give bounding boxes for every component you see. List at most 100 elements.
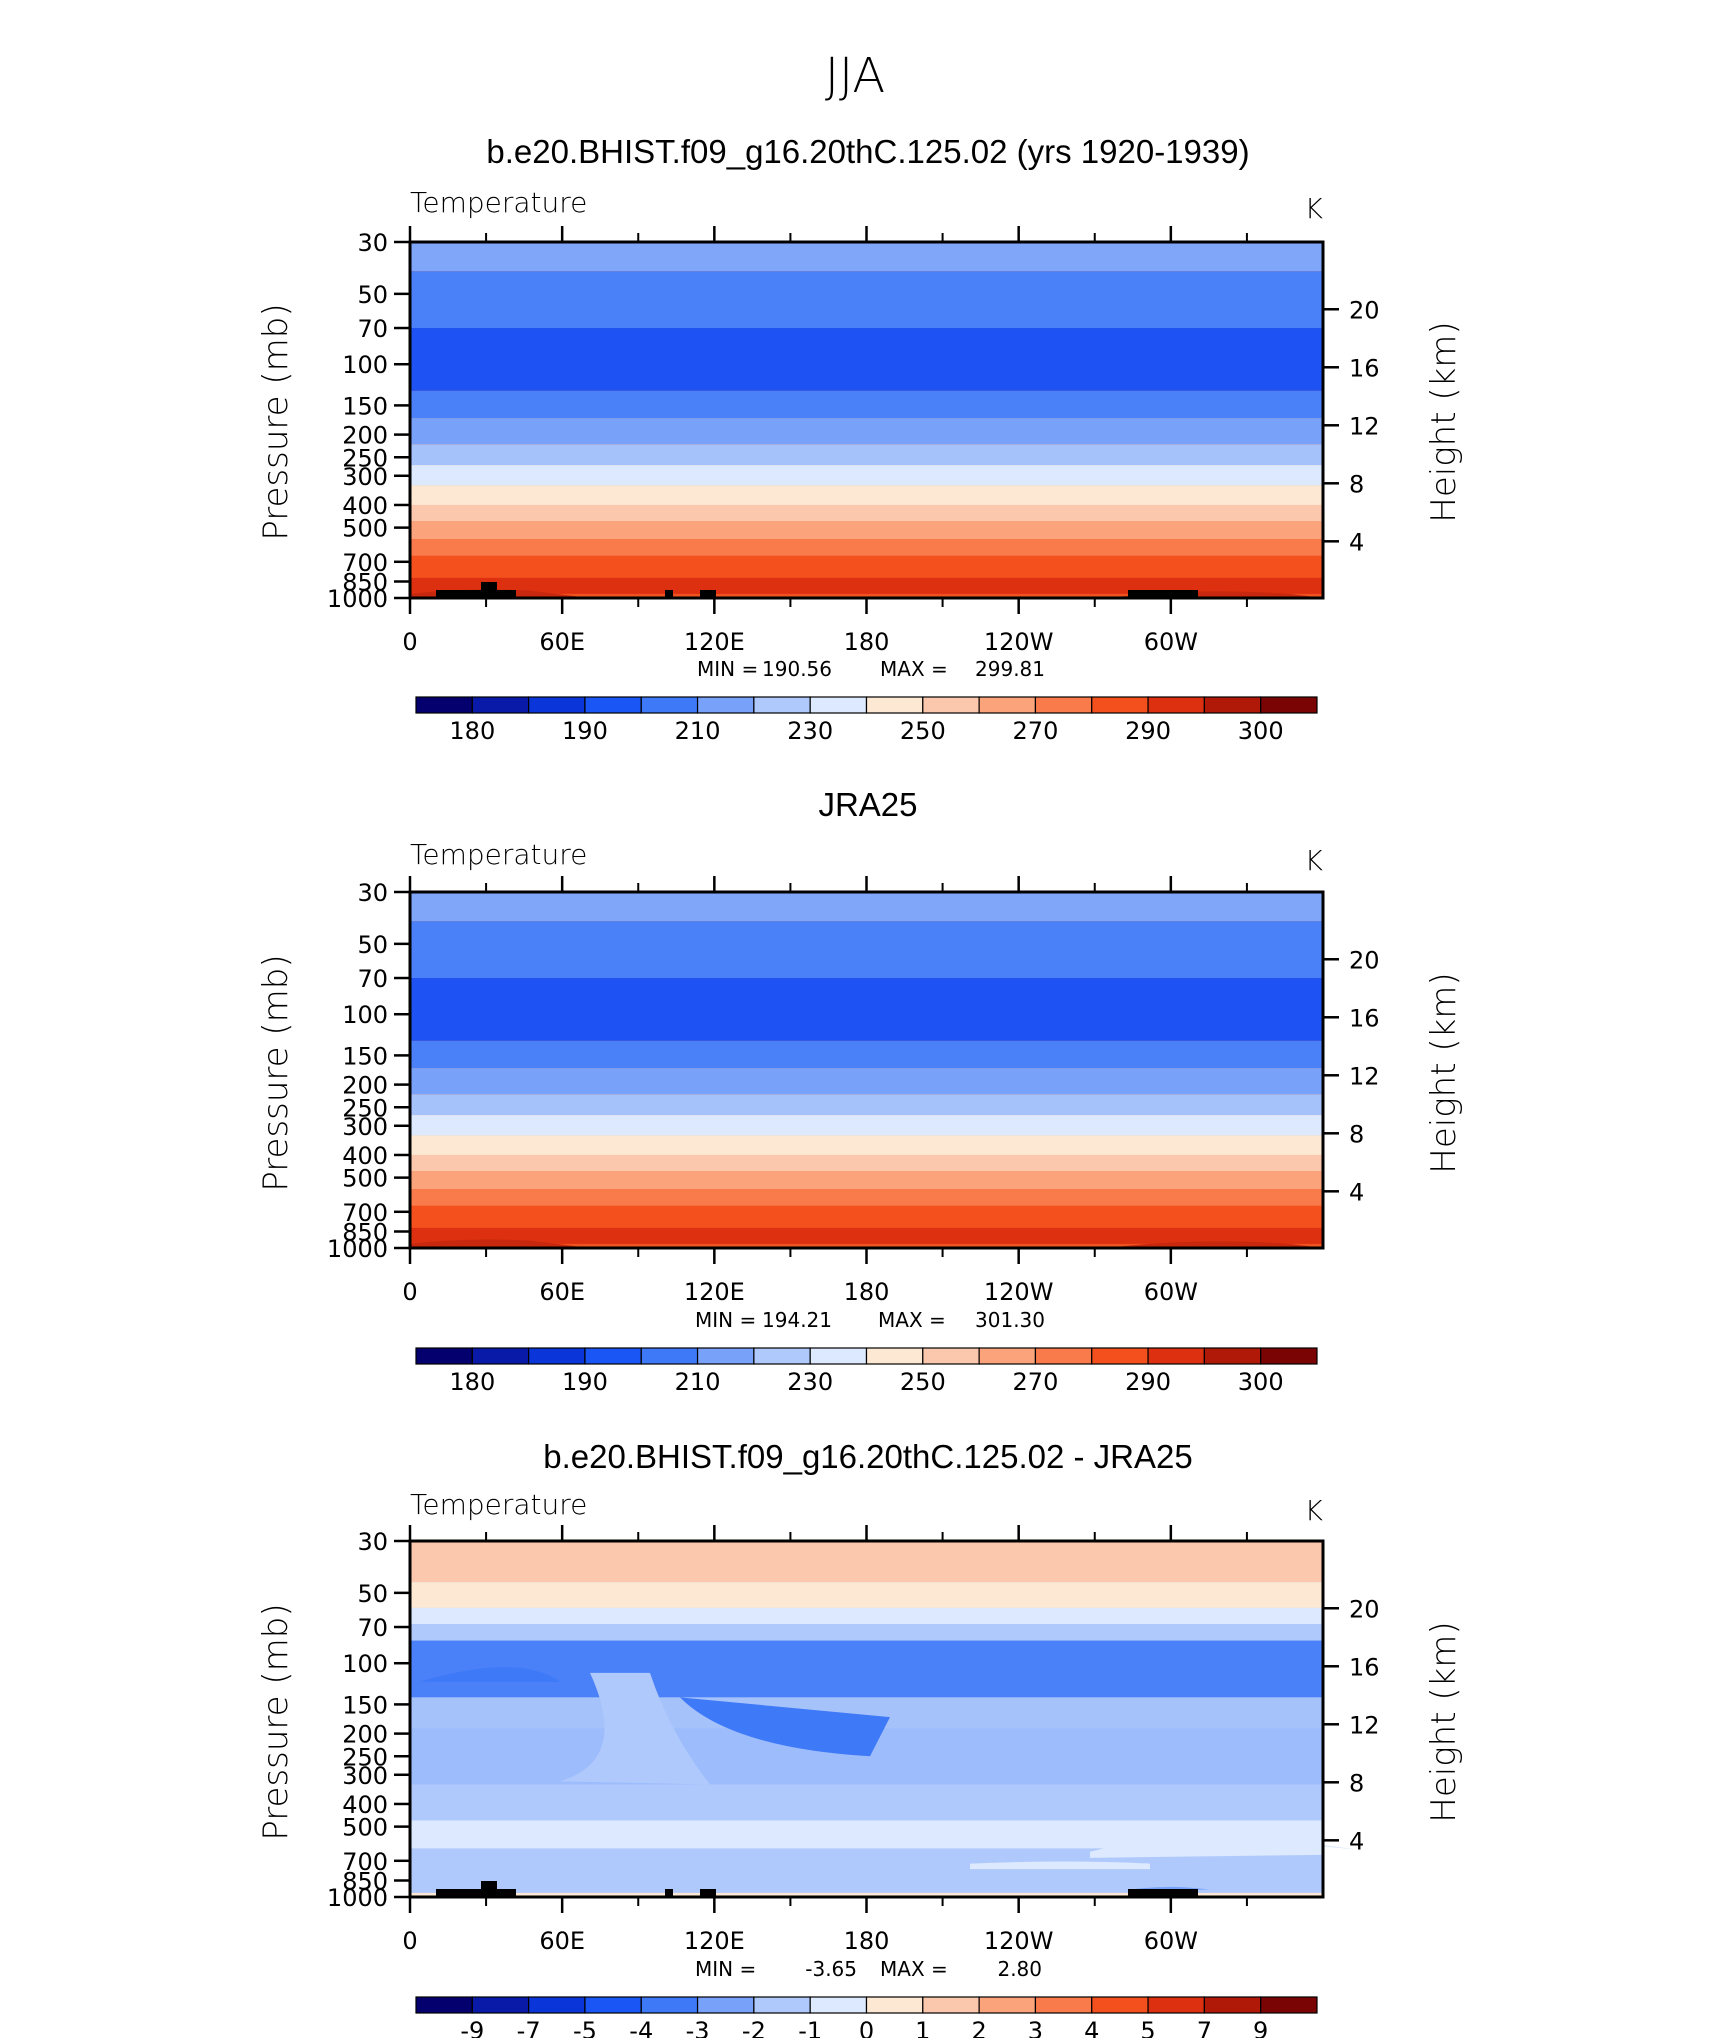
colorbar-label: 0 (859, 2017, 874, 2038)
x-tick-label: 120E (684, 1278, 745, 1306)
y-tick-label: 200 (342, 1072, 388, 1100)
colorbar-label: 190 (562, 717, 608, 745)
contour-band (410, 1640, 1323, 1698)
y-tick-label: 50 (357, 281, 388, 309)
colorbar-label: 290 (1125, 717, 1171, 745)
y-tick-label: 150 (342, 1691, 388, 1719)
y-tick-label: 70 (357, 315, 388, 343)
colorbar-label: -9 (460, 2017, 484, 2038)
y-tick-label: 500 (342, 1165, 388, 1193)
y-right-tick-label: 20 (1349, 946, 1380, 974)
y-tick-label: 200 (342, 1721, 388, 1749)
colorbar-label: 270 (1013, 1368, 1059, 1396)
contour-band (410, 539, 1323, 556)
y-right-tick-label: 16 (1349, 1004, 1380, 1032)
y-tick-label: 150 (342, 392, 388, 420)
y-tick-label: 1000 (327, 1884, 388, 1912)
panel-1-units-label: K (1305, 192, 1324, 225)
contour-band (410, 1068, 1323, 1095)
colorbar-label: -4 (629, 2017, 653, 2038)
x-tick-label: 0 (402, 628, 417, 656)
colorbar-swatch (640, 1996, 699, 2014)
colorbar-swatch (753, 1996, 811, 2014)
panel-2-min-label: MIN = (695, 1308, 756, 1332)
terrain-mask (700, 1889, 716, 1897)
colorbar-label: -2 (742, 2017, 766, 2038)
colorbar-swatch (584, 1996, 642, 2014)
panel-1-min-label: MIN = (697, 657, 758, 681)
colorbar-swatch (415, 696, 473, 714)
contour-band (420, 1667, 560, 1682)
panel-3-title: b.e20.BHIST.f09_g16.20thC.125.02 - JRA25 (543, 1438, 1192, 1475)
contour-band (410, 978, 1323, 1041)
y-right-tick-label: 12 (1349, 1062, 1380, 1090)
x-tick-label: 60E (539, 1278, 585, 1306)
contour-band (680, 1697, 890, 1757)
colorbar-swatch (922, 696, 980, 714)
y-tick-label: 250 (342, 1743, 388, 1771)
contour-band (410, 1135, 1323, 1155)
contour-band (410, 242, 1323, 272)
y-tick-label: 1000 (327, 585, 388, 613)
panel-2-variable-label: Temperature (410, 838, 587, 871)
colorbar-swatch (809, 1996, 868, 2014)
contour-band (1110, 1241, 1323, 1248)
contour-band (410, 1205, 1323, 1228)
colorbar-label: 9 (1253, 2017, 1268, 2038)
y-tick-label: 300 (342, 1762, 388, 1790)
y-tick-label: 100 (342, 351, 388, 379)
contour-band (410, 1582, 1323, 1608)
colorbar-label: 180 (449, 717, 495, 745)
terrain-mask (436, 1889, 516, 1897)
contour-band (410, 328, 1323, 391)
colorbar-swatch (1091, 1347, 1149, 1365)
y-tick-label: 30 (357, 1528, 388, 1556)
colorbar-label: -7 (517, 2017, 541, 2038)
panel-1-title: b.e20.BHIST.f09_g16.20thC.125.02 (yrs 19… (486, 133, 1249, 170)
colorbar-swatch (922, 1996, 980, 2014)
colorbar-swatch (865, 1996, 924, 2014)
colorbar-label: 230 (787, 1368, 833, 1396)
figure-title: JJA (825, 48, 885, 104)
y-right-tick-label: 4 (1349, 528, 1364, 556)
terrain-mask (665, 1889, 673, 1897)
colorbar-label: 4 (1084, 2017, 1099, 2038)
contour-band (410, 418, 1323, 445)
x-tick-label: 60E (539, 628, 585, 656)
panel-1-plot-area (408, 240, 1325, 600)
x-tick-label: 180 (844, 628, 890, 656)
contour-band (410, 1227, 1323, 1244)
y-tick-label: 250 (342, 444, 388, 472)
panel-3-min-value: -3.65 (805, 1957, 857, 1981)
panel-3-max-value: 2.80 (997, 1957, 1042, 1981)
x-tick-label: 60E (539, 1927, 585, 1955)
colorbar-swatch (809, 1347, 868, 1365)
colorbar-swatch (415, 1996, 473, 2014)
x-tick-label: 120W (984, 1927, 1054, 1955)
y-tick-label: 50 (357, 1580, 388, 1608)
colorbar-label: 180 (449, 1368, 495, 1396)
contour-band (410, 521, 1323, 540)
terrain-mask (1128, 1889, 1198, 1897)
colorbar-swatch (922, 1347, 980, 1365)
colorbar-swatch (753, 696, 811, 714)
colorbar-swatch (1203, 1996, 1262, 2014)
colorbar-label: 190 (562, 1368, 608, 1396)
contour-band (410, 504, 1323, 522)
contour-band (410, 1094, 1323, 1116)
panel-3-plot-area (408, 1539, 1354, 1899)
contour-band (410, 1154, 1323, 1172)
x-tick-label: 0 (402, 1278, 417, 1306)
contour-band (1090, 1839, 1354, 1858)
y-right-tick-label: 12 (1349, 1711, 1380, 1739)
colorbar-label: -1 (798, 2017, 822, 2038)
panel-2-y-axis-label-right: Height (km) (1424, 972, 1464, 1173)
panel-2-colorbar: 180 190 210 230 250 270 290 300 (415, 1347, 1318, 1396)
x-tick-label: 0 (402, 1927, 417, 1955)
panel-3-units-label: K (1305, 1494, 1324, 1527)
terrain-mask (1128, 590, 1198, 598)
colorbar-swatch (584, 1347, 642, 1365)
y-tick-label: 200 (342, 422, 388, 450)
y-right-tick-label: 8 (1349, 1120, 1364, 1148)
